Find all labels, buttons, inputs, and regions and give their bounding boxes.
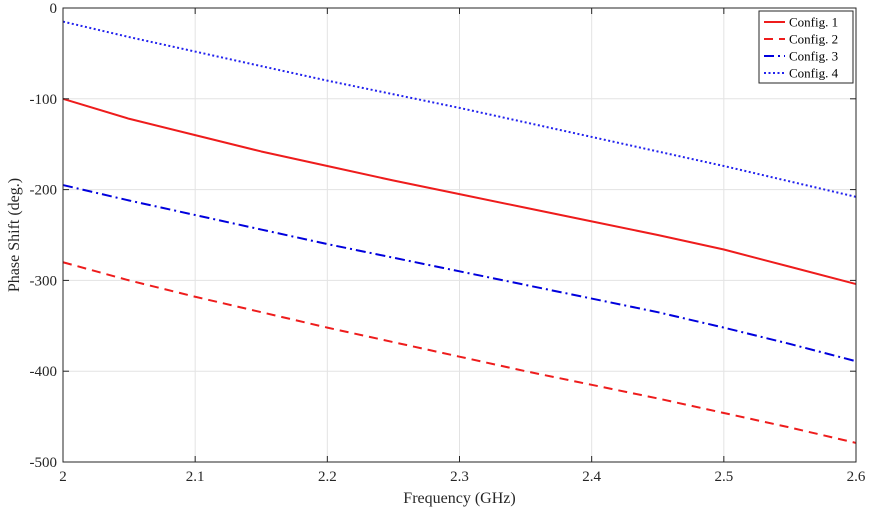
series-line-config-3 [62, 184, 857, 363]
series-line-config-2 [62, 261, 857, 444]
y-tick-label: -200 [30, 183, 58, 199]
axis-ticks: 2 2.1 2.2 2.3 2.4 2.5 2.6 0 -100 -200 -300 -400 -500 [30, 1, 866, 485]
y-axis-label: Phase Shift (deg.) [6, 178, 23, 292]
y-tick-label: -300 [30, 273, 58, 289]
x-tick-label: 2 [59, 469, 67, 485]
x-tick-label: 2.4 [582, 469, 601, 485]
y-tick-label: -400 [30, 364, 58, 380]
legend-label-config-4: Config. 4 [789, 66, 839, 81]
x-axis-label: Frequency (GHz) [403, 490, 515, 507]
y-tick-label: -500 [30, 455, 58, 471]
legend-label-config-1: Config. 1 [789, 15, 838, 30]
legend-label-config-3: Config. 3 [789, 49, 838, 64]
series-line-config-1 [62, 97, 857, 285]
legend-label-config-2: Config. 2 [789, 32, 838, 47]
x-tick-label: 2.5 [714, 469, 733, 485]
y-tick-label: -100 [30, 92, 58, 108]
x-tick-label: 2.1 [186, 469, 205, 485]
x-tick-label: 2.3 [450, 469, 469, 485]
x-tick-label: 2.2 [318, 469, 337, 485]
legend: Config. 1 Config. 2 Config. 3 Config. 4 [758, 10, 854, 84]
x-tick-label: 2.6 [847, 469, 866, 485]
series-lines [62, 20, 857, 444]
y-tick-label: 0 [50, 1, 58, 17]
series-line-config-4 [62, 20, 857, 198]
